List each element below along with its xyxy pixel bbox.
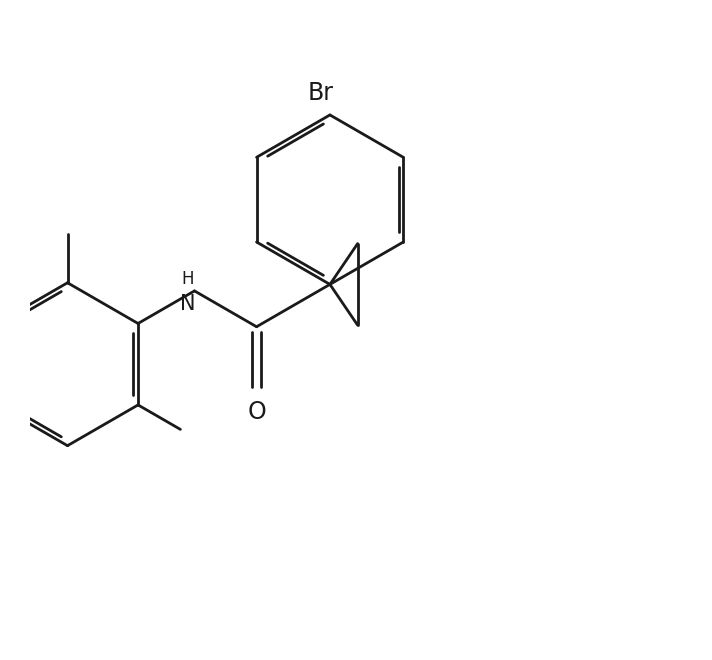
Text: Br: Br	[307, 81, 333, 105]
Text: H: H	[182, 270, 194, 288]
Text: O: O	[247, 400, 266, 424]
Text: N: N	[180, 294, 196, 314]
